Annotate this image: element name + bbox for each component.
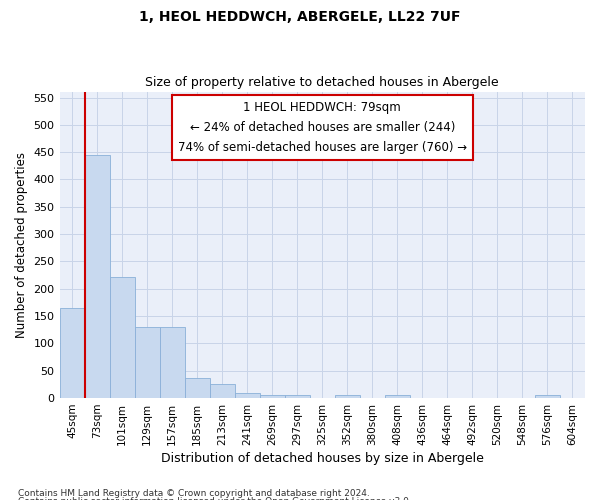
Bar <box>235 392 260 398</box>
Bar <box>160 327 185 398</box>
X-axis label: Distribution of detached houses by size in Abergele: Distribution of detached houses by size … <box>161 452 484 465</box>
Bar <box>335 396 360 398</box>
Bar <box>185 378 209 398</box>
Title: Size of property relative to detached houses in Abergele: Size of property relative to detached ho… <box>145 76 499 90</box>
Bar <box>209 384 235 398</box>
Text: Contains public sector information licensed under the Open Government Licence v3: Contains public sector information licen… <box>18 497 412 500</box>
Bar <box>285 396 310 398</box>
Bar <box>85 155 110 398</box>
Text: 1, HEOL HEDDWCH, ABERGELE, LL22 7UF: 1, HEOL HEDDWCH, ABERGELE, LL22 7UF <box>139 10 461 24</box>
Bar <box>110 277 134 398</box>
Bar <box>59 308 85 398</box>
Bar <box>134 327 160 398</box>
Bar <box>535 396 560 398</box>
Text: 1 HEOL HEDDWCH: 79sqm
← 24% of detached houses are smaller (244)
74% of semi-det: 1 HEOL HEDDWCH: 79sqm ← 24% of detached … <box>178 101 467 154</box>
Y-axis label: Number of detached properties: Number of detached properties <box>15 152 28 338</box>
Bar <box>260 395 285 398</box>
Text: Contains HM Land Registry data © Crown copyright and database right 2024.: Contains HM Land Registry data © Crown c… <box>18 488 370 498</box>
Bar <box>385 396 410 398</box>
